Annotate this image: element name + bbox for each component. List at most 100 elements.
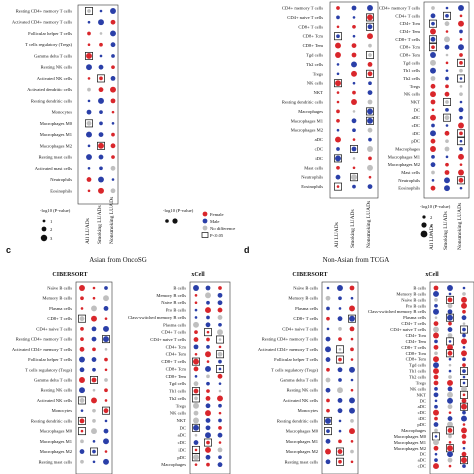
dot <box>448 292 452 296</box>
dot <box>447 350 453 356</box>
row-label: CD4+ T cells <box>161 330 186 335</box>
sig-box <box>334 154 342 163</box>
dot <box>205 454 211 460</box>
panel-frame-d-CIBERSORT <box>321 281 359 474</box>
dot <box>111 155 115 159</box>
row-label: iDC <box>178 447 186 452</box>
row-label: CD4+ naive T cells <box>36 326 72 331</box>
group-label-all-b: All LUADs <box>334 222 340 248</box>
row-label: Macrophages M1 <box>394 440 427 445</box>
row-label: T cells regulatory (Tregs) <box>25 42 72 47</box>
row-label: CD4+ Tcm <box>400 21 421 26</box>
legend-size-2 <box>41 226 47 232</box>
sig-box <box>192 394 200 403</box>
row-label: CD4+ naive T cells <box>287 15 323 20</box>
dot <box>206 374 210 379</box>
dot <box>86 64 92 71</box>
dot <box>447 303 453 309</box>
dot <box>447 380 453 386</box>
dot <box>458 44 464 51</box>
dot <box>92 388 96 392</box>
dot <box>98 154 104 160</box>
dot <box>92 440 96 443</box>
dot <box>445 139 449 144</box>
row-label: cDC <box>315 147 323 152</box>
dot <box>110 165 116 171</box>
row-label: Eosinophils <box>301 184 323 189</box>
row-label: Macrophages M1 <box>40 439 73 444</box>
dot <box>338 357 342 362</box>
dot <box>349 305 355 312</box>
row-label: B cells <box>413 286 426 291</box>
dot <box>325 417 331 424</box>
legend-size-2-label: 2 <box>50 227 53 232</box>
dot <box>217 351 223 357</box>
dot <box>431 21 435 26</box>
dot <box>447 297 453 303</box>
legend-right-size-2-label: 4 <box>430 223 433 228</box>
dot <box>104 286 108 290</box>
dot <box>349 315 355 322</box>
dot <box>367 62 373 67</box>
row-label: CD4+ memory T cells <box>379 6 420 11</box>
row-label: Activated CD4+ memory T cells <box>258 347 318 352</box>
dot <box>444 91 450 97</box>
dot <box>433 392 439 398</box>
sig-box <box>192 453 200 462</box>
row-label: aDC <box>418 458 426 463</box>
row-label: CD8+ Tem <box>166 374 187 379</box>
dot <box>193 402 199 409</box>
sig-box <box>460 367 468 376</box>
dot <box>92 367 96 372</box>
dot <box>433 374 439 380</box>
dot <box>206 315 210 320</box>
dot <box>104 399 108 402</box>
dot <box>448 363 452 367</box>
row-label: Memory B cells <box>156 293 186 298</box>
row-label: CD8+ T cells <box>47 316 72 321</box>
dot <box>430 162 436 168</box>
dot <box>326 306 330 311</box>
dot <box>461 427 467 434</box>
dot <box>104 368 108 372</box>
dot <box>80 439 84 444</box>
dot <box>79 367 85 373</box>
row-label: Macrophages M2 <box>286 449 319 454</box>
dot <box>206 389 210 393</box>
dot <box>459 131 463 136</box>
dot <box>217 462 223 468</box>
panel-d-cibersort: CIBERSORT <box>292 272 327 278</box>
dot <box>79 387 85 394</box>
dot <box>111 122 115 125</box>
dot <box>447 386 453 392</box>
dot <box>433 409 439 416</box>
legend-male-label: Male <box>210 219 219 224</box>
row-label: Resting CD4+ memory T cells <box>16 337 72 342</box>
row-label: CD4+ Tem <box>166 352 187 357</box>
dot <box>217 292 223 298</box>
dot <box>218 367 222 371</box>
dot <box>349 285 355 291</box>
sig-box <box>336 457 344 466</box>
dot <box>218 286 222 290</box>
dot <box>206 300 210 305</box>
dot <box>352 138 356 141</box>
row-label: Th2 cells <box>403 76 420 81</box>
row-label: Plasma cells <box>49 306 72 311</box>
row-label: CD8+ T cells <box>395 37 420 42</box>
panel-frame-c-CIBERSORT <box>75 281 113 474</box>
row-label: NK cells <box>170 411 186 416</box>
dot <box>79 285 85 291</box>
dot <box>325 336 331 342</box>
dot <box>91 397 97 404</box>
dot <box>205 410 211 417</box>
dot <box>194 330 198 335</box>
dot <box>336 34 340 39</box>
dot <box>194 375 198 378</box>
dot <box>459 100 463 104</box>
dot <box>217 315 223 320</box>
dot <box>430 36 436 42</box>
dot <box>194 316 198 319</box>
dot <box>194 396 198 401</box>
dot <box>448 375 452 379</box>
